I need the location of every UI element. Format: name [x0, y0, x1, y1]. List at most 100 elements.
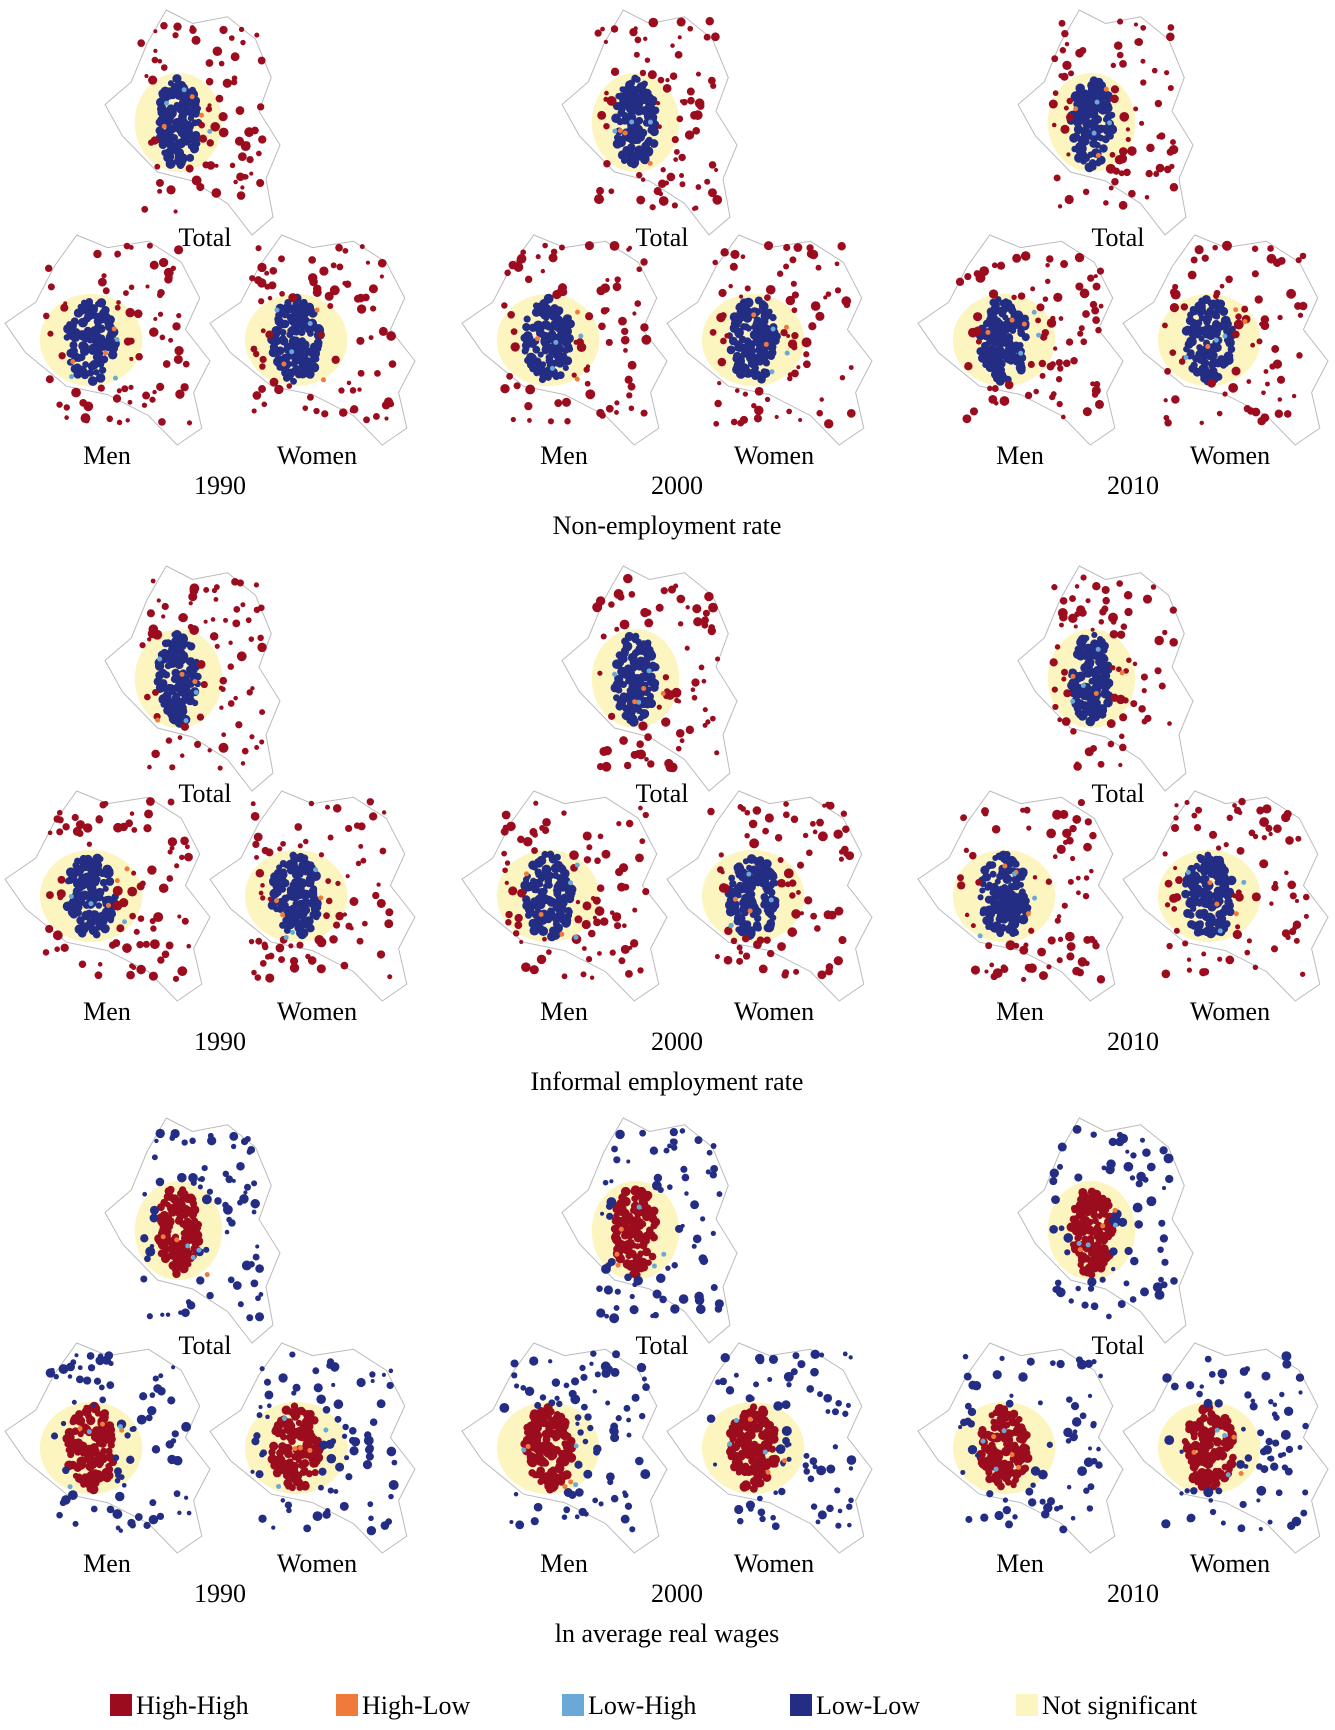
cluster-dot: [78, 318, 88, 328]
cluster-dot: [186, 1220, 194, 1228]
cluster-dot: [1052, 686, 1058, 692]
cluster-dot: [251, 970, 257, 976]
cluster-dot: [158, 1373, 163, 1378]
cluster-dot: [678, 35, 682, 39]
cluster-dot: [630, 1225, 637, 1232]
cluster-dot: [744, 810, 750, 816]
cluster-dot: [207, 129, 212, 134]
cluster-dot: [717, 381, 721, 385]
cluster-dot: [998, 373, 1008, 383]
cluster-dot: [714, 168, 718, 172]
cluster-dot: [672, 202, 678, 208]
cluster-dot: [1067, 98, 1073, 104]
cluster-dot: [537, 955, 546, 964]
cluster-dot: [177, 966, 187, 976]
cluster-dot: [150, 261, 159, 270]
cluster-dot: [1303, 894, 1310, 901]
cluster-dot: [621, 328, 628, 335]
cluster-dot: [181, 1308, 190, 1317]
cluster-dot: [646, 94, 654, 102]
cluster-dot: [162, 124, 167, 129]
cluster-dot: [1222, 241, 1232, 251]
cluster-dot: [1296, 352, 1302, 358]
cluster-dot: [728, 923, 733, 928]
cluster-dot: [342, 1424, 349, 1431]
cluster-dot: [1173, 866, 1177, 870]
cluster-dot: [1117, 52, 1124, 59]
cluster-dot: [228, 700, 235, 707]
cluster-dot: [755, 924, 762, 931]
cluster-dot: [122, 1483, 127, 1488]
cluster-dot: [318, 1485, 324, 1491]
cluster-dot: [553, 340, 558, 345]
cluster-dot: [177, 915, 181, 919]
cluster-dot: [625, 1217, 632, 1224]
cluster-dot: [603, 97, 608, 102]
cluster-dot: [1013, 315, 1021, 323]
cluster-dot: [1164, 166, 1172, 174]
cluster-dot: [373, 413, 380, 420]
cluster-dot: [1075, 710, 1082, 717]
cluster-dot: [253, 391, 262, 400]
cluster-dot: [153, 29, 157, 33]
cluster-dot: [1026, 825, 1031, 830]
cluster-dot: [777, 271, 783, 277]
cluster-dot: [346, 874, 350, 878]
cluster-dot: [1140, 79, 1146, 85]
cluster-dot: [171, 1365, 175, 1369]
cluster-dot: [569, 850, 579, 860]
cluster-dot: [356, 337, 364, 345]
cluster-dot: [692, 206, 697, 211]
cluster-dot: [225, 1230, 230, 1235]
cluster-dot: [626, 820, 633, 827]
cluster-dot: [298, 843, 303, 848]
cluster-dot: [615, 1130, 625, 1140]
cluster-dot: [93, 352, 102, 361]
cluster-dot: [756, 856, 764, 864]
cluster-dot: [1083, 189, 1089, 195]
cluster-dot: [1243, 319, 1248, 324]
cluster-dot: [630, 154, 638, 162]
cluster-dot: [760, 324, 770, 334]
cluster-dot: [501, 302, 507, 308]
cluster-dot: [1037, 948, 1046, 957]
cluster-dot: [1072, 967, 1081, 976]
cluster-dot: [1097, 636, 1103, 642]
cluster-dot: [1162, 630, 1167, 635]
cluster-dot: [1232, 331, 1240, 339]
cluster-dot: [257, 1412, 263, 1418]
cluster-dot: [566, 894, 574, 902]
cluster-dot: [166, 1223, 173, 1230]
cluster-dot: [989, 299, 997, 307]
cluster-dot: [766, 285, 776, 295]
cluster-dot: [221, 732, 226, 737]
cluster-dot: [791, 332, 798, 339]
cluster-dot: [603, 123, 609, 129]
cluster-dot: [992, 921, 1000, 929]
cluster-dot: [735, 862, 743, 870]
cluster-dot: [1259, 859, 1268, 868]
cluster-dot: [588, 930, 596, 938]
cluster-dot: [585, 381, 591, 387]
cluster-dot: [507, 311, 515, 319]
cluster-dot: [1196, 854, 1203, 861]
cluster-dot: [1235, 924, 1240, 929]
cluster-dot: [360, 244, 365, 249]
cluster-dot: [260, 356, 267, 363]
cluster-dot: [1130, 700, 1137, 707]
cluster-dot: [318, 332, 325, 339]
cluster-dot: [1197, 866, 1204, 873]
cluster-dot: [1127, 146, 1137, 156]
cluster-dot: [706, 1169, 711, 1174]
cluster-dot: [825, 802, 831, 808]
cluster-dot: [166, 942, 174, 950]
cluster-dot: [550, 366, 555, 371]
cluster-dot: [187, 420, 192, 425]
cluster-dot: [95, 333, 102, 340]
cluster-dot: [342, 1434, 347, 1439]
cluster-dot: [777, 879, 786, 888]
cluster-dot: [739, 950, 744, 955]
cluster-dot: [106, 903, 111, 908]
cluster-dot: [540, 338, 548, 346]
cluster-dot: [533, 302, 540, 309]
